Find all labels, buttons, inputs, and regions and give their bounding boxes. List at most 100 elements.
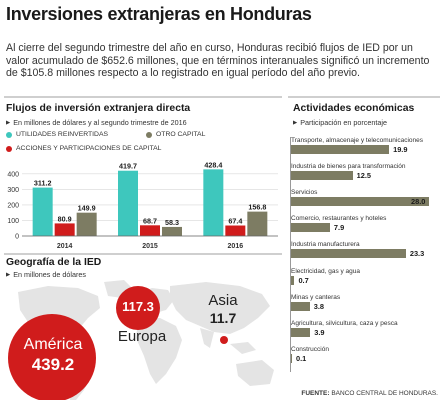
legend-label-utilidades: UTILIDADES REINVERTIDAS [16,131,109,138]
activity-label: Servicios [291,189,318,197]
activity-value-label: 12.5 [356,171,371,181]
activity-label: Industria manufacturera [291,241,360,249]
bar-2015-series-1 [140,225,160,236]
activity-value-label: 3.9 [314,327,325,337]
legend-label-acciones: ACCIONES Y PARTICIPACIONES DE CAPITAL [16,145,162,152]
x-tick-label-2015: 2015 [142,243,158,250]
bar-value-label-2015-series-0: 419.7 [119,162,137,171]
source-label: FUENTE: [301,390,330,397]
legend-dot-utilidades [6,131,12,138]
y-tick-label-0: 0 [15,234,19,241]
world-map [8,280,274,400]
activity-bar [291,145,390,154]
activities-rule [288,96,440,98]
legend-label-otro-capital: OTRO CAPITAL [156,131,206,138]
activity-bar [291,171,353,181]
activity-value-label: 7.9 [333,223,345,233]
activity-bar-wrap: 3.8 [291,301,441,311]
x-tick-label-2016: 2016 [228,243,244,250]
bubble-label-asia-value: 11.7 [209,310,237,326]
legend-dot-otro-capital [146,131,152,138]
activity-value-label: 19.9 [393,145,408,154]
bubble-label-europa-value: 117.3 [122,299,154,314]
bubble-label-america-name: América [23,336,83,353]
bar-value-label-2016-series-1: 67.4 [228,217,242,226]
activity-bar-wrap: 19.9 [291,145,441,154]
y-tick-label-200: 200 [7,202,19,209]
bar-value-label-2016-series-2: 156.8 [248,203,266,212]
bar-value-label-2014-series-2: 149.9 [78,204,96,213]
activity-row: Comercio, restaurantes y hoteles 7.9 [291,215,441,233]
activity-label: Agricultura, silvicultura, caza y pesca [291,319,398,327]
activity-bar-wrap: 0.7 [291,275,441,285]
bar-2015-series-0 [118,170,138,236]
activity-bar [291,197,429,207]
bar-2014-series-2 [76,212,97,236]
bar-2016-series-2 [247,211,268,236]
activity-row: Industria de bienes para transformación 1… [291,163,441,181]
bar-2014-series-0 [32,187,53,236]
bubble-america [8,314,96,400]
activity-row: Minas y canteras 3.8 [291,294,441,311]
activity-value-label: 0.7 [298,275,309,285]
x-tick-label-2014: 2014 [57,243,73,250]
legend-otro-capital: OTRO CAPITAL [146,131,205,138]
y-tick-label-300: 300 [7,187,19,194]
y-tick-label-400: 400 [7,171,19,178]
flows-bar-chart: 0 100 200 300 400 311.2 80.9 149.9 2014 419.7 68.7… [7,162,278,250]
bar-2016-series-1 [225,225,246,236]
activity-row: Industria manufacturera 23.3 [291,241,441,259]
flows-title: Flujos de inversión extranjera directa [6,103,191,114]
geo-rule [4,253,282,255]
geo-subtitle: En millones de dólares [6,270,86,279]
bar-value-label-2015-series-2: 58.3 [165,218,179,227]
legend-acciones: ACCIONES Y PARTICIPACIONES DE CAPITAL [6,145,161,152]
activity-row: Construcción 0.1 [291,346,441,363]
activity-label: Electricidad, gas y agua [291,267,361,275]
activity-bar [291,275,295,285]
activity-value-label: 0.1 [296,353,307,363]
bar-2014-series-1 [54,223,75,236]
activity-label: Construcción [291,345,329,353]
activities-title: Actividades económicas [293,103,415,114]
activity-bar-wrap: 12.5 [291,171,441,181]
activity-bar [291,301,310,311]
bubble-europa [116,286,160,330]
geo-title: Geografía de la IED [6,257,102,268]
bar-2015-series-2 [162,226,182,236]
activity-bar [291,249,406,259]
source-note: FUENTE: BANCO CENTRAL DE HONDURAS. [301,390,438,397]
activity-bar-wrap: 7.9 [291,223,441,233]
legend-dot-acciones [6,145,12,152]
activity-value-label: 23.3 [409,249,425,259]
y-tick-label-100: 100 [7,218,19,225]
activity-bar [291,353,292,363]
intro-paragraph: Al cierre del segundo trimestre del año … [6,42,430,80]
activity-label: Comercio, restaurantes y hoteles [291,215,387,223]
legend-utilidades: UTILIDADES REINVERTIDAS [6,131,108,138]
activity-bar-wrap: 23.3 [291,249,441,259]
bar-value-label-2015-series-1: 68.7 [143,216,157,225]
bar-value-label-2016-series-0: 428.4 [204,162,222,169]
activity-label: Minas y canteras [291,293,341,301]
activities-subtitle: Participación en porcentaje [293,118,387,127]
activity-bar-wrap: 0.1 [291,353,441,363]
source-text: BANCO CENTRAL DE HONDURAS. [331,390,438,397]
activities-axis [290,137,291,372]
activity-bar-wrap: 3.9 [291,327,441,337]
activity-bar [291,223,330,233]
activity-value-label: 3.8 [313,301,324,311]
activity-label: Industria de bienes para transformación [291,163,406,171]
page-title: Inversiones extranjeras en Honduras [6,4,312,24]
activity-bar-wrap: 28.0 [291,197,441,207]
activity-label: Transporte, almacenaje y telecomunicacio… [291,137,423,144]
bar-value-label-2014-series-0: 311.2 [34,179,52,188]
activity-value-label: 28.0 [411,197,426,207]
bubble-asia [220,336,228,344]
bubble-label-america-value: 439.2 [31,355,75,374]
bubble-label-europa-name: Europa [117,328,167,345]
bubble-label-asia-name: Asia [208,292,238,309]
activity-row: Transporte, almacenaje y telecomunicacio… [291,137,441,154]
activity-row: Servicios 28.0 [291,189,441,207]
flows-rule [4,96,282,98]
